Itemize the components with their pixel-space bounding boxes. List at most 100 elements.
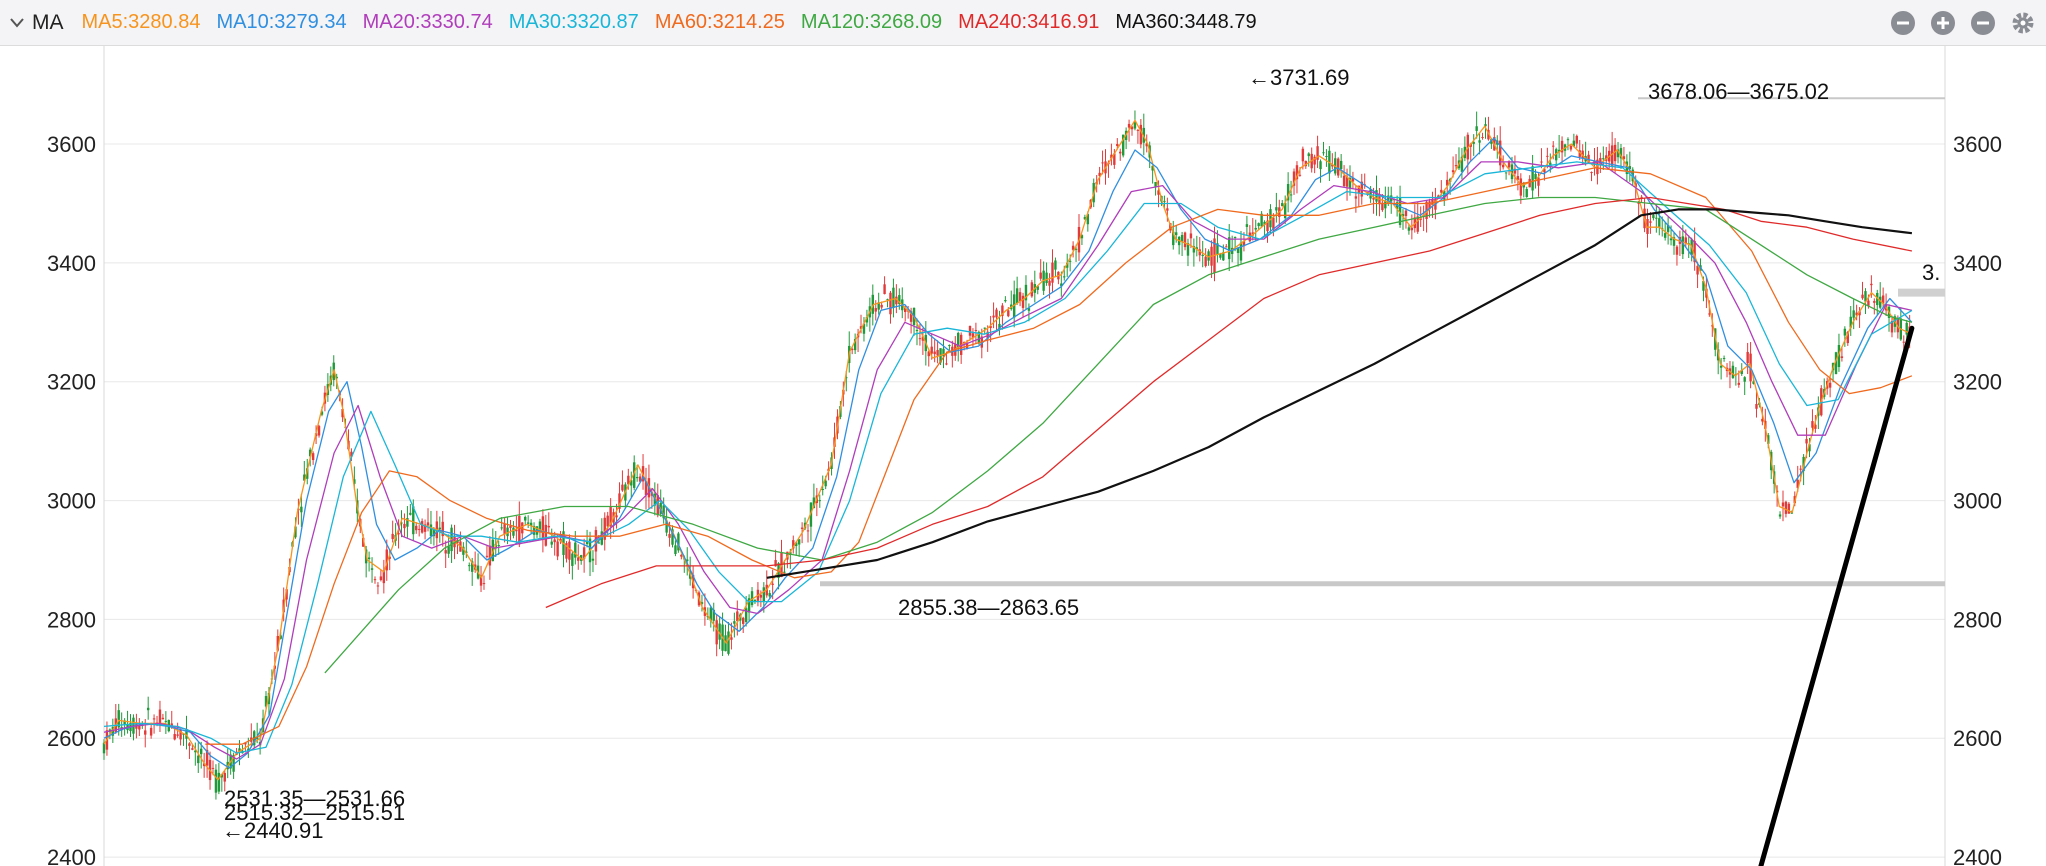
- candle-body: [1501, 164, 1505, 168]
- candle-body: [544, 524, 548, 546]
- candle-body: [792, 540, 795, 549]
- candle-body: [1133, 121, 1137, 129]
- candle-body: [238, 748, 241, 752]
- price-level-lines: [820, 97, 1945, 587]
- candle-body: [1852, 310, 1855, 318]
- candle-body: [111, 727, 115, 736]
- candle-body: [1478, 140, 1481, 143]
- candle-body: [1834, 352, 1838, 375]
- series-ma30: [103, 161, 1913, 754]
- candle-body: [385, 549, 388, 571]
- trend-line[interactable]: [1758, 325, 1915, 866]
- candle-body: [1743, 377, 1746, 382]
- candle-body: [680, 554, 683, 557]
- candle-body: [294, 526, 297, 538]
- candle-body: [1787, 503, 1791, 514]
- candle-body: [1881, 295, 1885, 304]
- candle-body: [479, 575, 483, 586]
- gear-icon[interactable]: [2010, 10, 2036, 36]
- candle-body: [1030, 282, 1034, 297]
- candle-body: [1761, 418, 1764, 422]
- candle-body: [977, 331, 981, 344]
- candle-body: [1693, 241, 1696, 263]
- candle-body: [633, 462, 636, 488]
- candle-body: [886, 299, 889, 301]
- candle-body: [532, 525, 536, 535]
- candle-body: [1516, 176, 1520, 180]
- candle-body: [1387, 195, 1390, 204]
- candle-body: [1811, 421, 1814, 428]
- candle-body: [1702, 281, 1705, 291]
- candle-body: [353, 479, 356, 484]
- candle-body: [1528, 178, 1531, 188]
- candle-body: [1066, 262, 1069, 268]
- candle-body: [898, 295, 901, 305]
- candle-body: [370, 568, 374, 570]
- candle-body: [1445, 179, 1449, 186]
- candle-body: [468, 565, 471, 567]
- candle-body: [1890, 321, 1894, 333]
- legend-ma10: MA10:3279.34: [216, 11, 347, 33]
- candle-body: [1180, 235, 1184, 242]
- annotation-low: ←2440.91: [222, 818, 324, 843]
- minus-circle-icon[interactable]: [1890, 10, 1916, 36]
- candle-body: [1027, 308, 1031, 311]
- plus-circle-icon[interactable]: [1930, 10, 1956, 36]
- candle-body: [730, 637, 733, 640]
- candle-body: [718, 623, 721, 640]
- candle-body: [850, 348, 854, 351]
- candle-body: [1127, 123, 1131, 128]
- candle-body: [800, 527, 804, 529]
- candle-body: [1578, 150, 1581, 157]
- candle-body: [727, 631, 730, 654]
- candle-body: [686, 559, 689, 562]
- ma-chart[interactable]: 2400 2400 2600 2600 2800 2800 3000 3000 3200 3200…: [0, 46, 2046, 866]
- candle-body: [432, 528, 436, 537]
- candle-body: [1204, 256, 1207, 267]
- candle-body: [409, 512, 412, 515]
- minus-circle-icon[interactable]: [1970, 10, 1996, 36]
- candle-body: [412, 506, 415, 535]
- candle-body: [568, 541, 571, 560]
- candle-body: [1711, 325, 1714, 327]
- candle-body: [1681, 236, 1685, 255]
- candle-body: [1554, 149, 1558, 161]
- candle-body: [759, 594, 763, 598]
- candle-body: [1207, 251, 1210, 261]
- candle-body: [945, 363, 948, 365]
- y-tick-right-3000: 3000: [1953, 489, 2002, 514]
- candle-body: [921, 336, 925, 341]
- candle-body: [630, 480, 633, 486]
- candle-body: [1201, 254, 1204, 256]
- legend-ma240: MA240:3416.91: [958, 11, 1100, 33]
- candle-body: [1602, 158, 1605, 160]
- candle-body: [1440, 189, 1443, 193]
- candle-body: [123, 720, 126, 725]
- candle-body: [1004, 300, 1007, 302]
- candle-body: [565, 543, 568, 559]
- candle-body: [485, 555, 489, 557]
- axis-ticks: 2400 2400 2600 2600 2800 2800 3000 3000 3200 3200…: [47, 132, 2002, 866]
- indicator-name[interactable]: MA: [32, 10, 64, 34]
- candle-body: [1139, 124, 1143, 145]
- candle-body: [1616, 149, 1620, 158]
- candle-body: [1266, 220, 1269, 232]
- candle-body: [1475, 126, 1478, 131]
- candle-body: [1222, 252, 1225, 261]
- candle-body: [1316, 146, 1319, 160]
- candle-body: [574, 542, 577, 558]
- candle-body: [1298, 174, 1302, 176]
- candle-body: [1778, 514, 1782, 517]
- candle-body: [1354, 196, 1358, 199]
- candle-body: [176, 734, 179, 736]
- candle-body: [877, 302, 880, 310]
- candle-body: [1619, 148, 1623, 159]
- candle-body: [306, 468, 309, 479]
- chevron-down-icon[interactable]: [6, 12, 28, 34]
- candle-body: [1437, 195, 1440, 198]
- candle-body: [1401, 214, 1405, 217]
- candle-body: [1254, 227, 1257, 230]
- candle-body: [797, 539, 801, 545]
- candle-body: [1575, 135, 1578, 144]
- candle-body: [391, 533, 394, 540]
